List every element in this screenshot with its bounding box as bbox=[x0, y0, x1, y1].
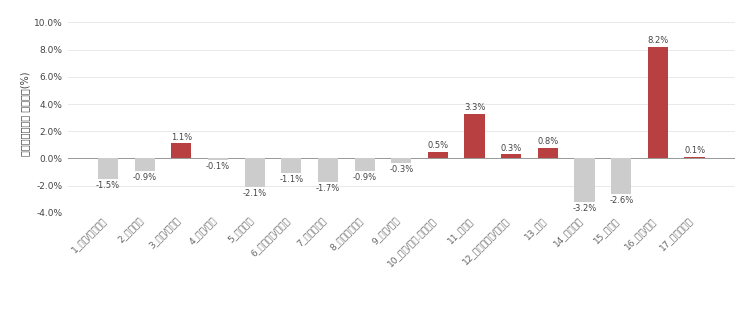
Bar bbox=[574, 158, 595, 202]
Text: -3.2%: -3.2% bbox=[572, 204, 597, 213]
Text: -2.6%: -2.6% bbox=[609, 196, 633, 205]
Text: 1.1%: 1.1% bbox=[171, 133, 192, 142]
Text: -0.3%: -0.3% bbox=[389, 165, 413, 174]
Bar bbox=[538, 147, 558, 158]
Bar bbox=[244, 158, 265, 187]
Text: 8.2%: 8.2% bbox=[647, 36, 668, 45]
Bar bbox=[611, 158, 632, 194]
Bar bbox=[98, 158, 118, 179]
Y-axis label: 전지역평균대비 비중차이(%): 전지역평균대비 비중차이(%) bbox=[20, 72, 30, 156]
Bar bbox=[355, 158, 375, 171]
Text: 3.3%: 3.3% bbox=[464, 103, 485, 112]
Bar bbox=[392, 158, 411, 162]
Bar bbox=[648, 47, 668, 158]
Text: -0.1%: -0.1% bbox=[206, 162, 230, 171]
Text: -0.9%: -0.9% bbox=[133, 173, 157, 182]
Text: -1.1%: -1.1% bbox=[279, 176, 303, 184]
Bar bbox=[208, 158, 228, 160]
Bar bbox=[464, 114, 484, 158]
Text: 0.3%: 0.3% bbox=[500, 144, 522, 153]
Bar bbox=[318, 158, 338, 182]
Bar bbox=[281, 158, 302, 173]
Bar bbox=[685, 157, 705, 158]
Text: 0.8%: 0.8% bbox=[537, 137, 559, 146]
Bar bbox=[134, 158, 154, 171]
Text: -0.9%: -0.9% bbox=[352, 173, 376, 182]
Bar bbox=[171, 143, 191, 158]
Text: 0.1%: 0.1% bbox=[684, 146, 705, 156]
Text: -1.7%: -1.7% bbox=[316, 184, 340, 192]
Text: 0.5%: 0.5% bbox=[427, 141, 448, 150]
Bar bbox=[501, 154, 521, 158]
Text: -1.5%: -1.5% bbox=[96, 181, 120, 190]
Text: -2.1%: -2.1% bbox=[242, 189, 267, 198]
Bar bbox=[427, 151, 448, 158]
